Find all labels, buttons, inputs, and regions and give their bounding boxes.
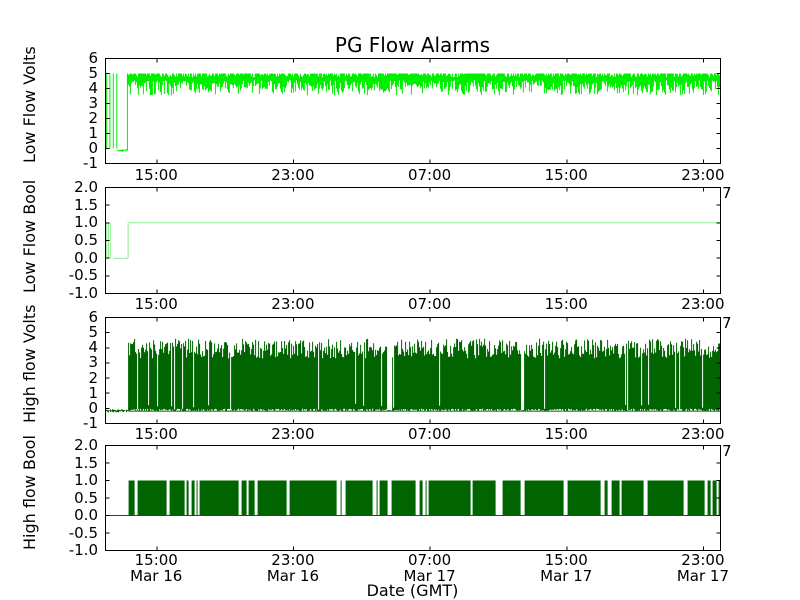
y-tick-label: 4 [88,79,98,97]
y-tick-label: 0 [88,398,98,417]
y-tick-label: 2 [88,109,98,127]
y-tick-label: -1 [83,414,98,432]
y-tick-label: 5 [88,323,98,342]
x-tick-time-label: 15:00 [544,551,588,569]
x-tick-time-label: 23:00 [271,295,315,313]
y-tick-label: 1 [88,383,98,402]
axes-spines-and-ticks [105,317,721,424]
x-tick-time-label: 15:00 [134,425,178,443]
x-tick-time-label: 07:00 [407,425,452,443]
y-tick-label: -1.0 [68,541,98,559]
y-tick-label: 5 [88,64,98,82]
y-tick-label: 3 [88,353,98,372]
y-tick-label: -1.0 [68,284,98,302]
y-tick-label: 0.0 [74,506,98,524]
clipped-date-label: 7 [722,442,732,460]
y-tick-label: 2.0 [74,436,98,454]
y-tick-label: -1 [83,154,98,172]
axes-spines-and-ticks [105,58,721,164]
y-tick-label: 1.5 [74,453,98,472]
y-tick-label: -0.5 [68,523,98,542]
x-tick-time-label: 15:00 [544,166,588,184]
y-tick-label: -0.5 [68,266,98,285]
y-tick-label: 2.0 [74,178,98,196]
axes-spines-and-ticks [105,187,721,294]
axes-spines-and-ticks [105,445,721,551]
x-axis-title: Date (GMT) [366,581,459,600]
x-tick-time-label: 23:00 [681,295,725,313]
x-tick-date-label: Mar 17 [540,567,593,585]
y-tick-label: 0.5 [74,231,98,249]
clipped-date-label: 7 [722,314,732,332]
x-tick-time-label: 15:00 [134,166,178,184]
x-tick-time-label: 23:00 [681,166,725,184]
x-tick-time-label: 23:00 [271,166,315,184]
y-tick-label: 0.0 [74,248,98,267]
x-tick-time-label: 23:00 [681,425,725,443]
y-tick-label: 4 [88,338,98,357]
y-tick-label: 0.5 [74,488,98,507]
signal-trace [106,73,721,152]
x-tick-time-label: 23:00 [271,425,315,443]
plot-low-flow-volts [105,58,721,164]
x-tick-time-label: 15:00 [134,551,178,569]
x-tick-time-label: 07:00 [407,166,452,184]
plot-high-flow-bool [105,445,721,551]
x-tick-date-label: Mar 17 [403,567,456,585]
y-tick-label: 6 [88,308,98,326]
plot-low-flow-bool [105,187,721,294]
y-tick-label: 2 [88,368,98,387]
x-tick-time-label: 23:00 [681,551,725,569]
x-tick-date-label: Mar 16 [266,567,319,585]
x-tick-time-label: 15:00 [134,295,178,313]
y-tick-label: 0 [88,139,98,157]
x-tick-date-label: Mar 17 [676,567,729,585]
x-tick-time-label: 07:00 [407,295,452,313]
signal-trace [105,480,721,516]
y-tick-label: 1.5 [74,195,98,214]
x-tick-time-label: 07:00 [407,551,452,569]
x-tick-time-label: 15:00 [544,295,588,313]
signal-trace [105,338,721,413]
clipped-date-label: 7 [722,184,732,202]
y-tick-label: 6 [88,49,98,67]
signal-trace [106,222,721,259]
chart-title: PG Flow Alarms [334,33,491,57]
y-tick-label: 1.0 [74,471,98,489]
x-tick-time-label: 15:00 [544,425,588,443]
x-tick-date-label: Mar 16 [130,567,183,585]
y-tick-label: 3 [88,94,98,112]
x-tick-time-label: 23:00 [271,551,315,569]
y-tick-label: 1.0 [74,213,98,232]
y-tick-label: 1 [88,124,98,142]
plot-high-flow-volts [105,317,721,424]
